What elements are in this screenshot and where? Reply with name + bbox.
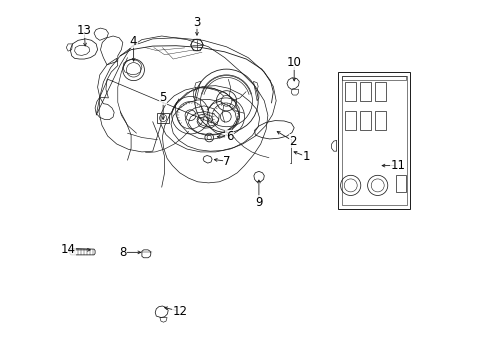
Bar: [344, 82, 355, 101]
Text: 5: 5: [159, 91, 166, 104]
Text: 12: 12: [173, 305, 187, 318]
Text: 14: 14: [61, 243, 76, 256]
Bar: [359, 82, 370, 101]
Bar: [157, 113, 168, 123]
Text: 10: 10: [286, 57, 301, 69]
Text: 4: 4: [130, 35, 137, 48]
Text: 11: 11: [390, 159, 405, 172]
Text: 1: 1: [302, 150, 309, 163]
Text: 7: 7: [223, 155, 230, 168]
Bar: [374, 111, 386, 130]
Bar: [344, 111, 355, 130]
Text: 6: 6: [225, 130, 233, 143]
Text: 3: 3: [193, 16, 200, 29]
Bar: [374, 82, 386, 101]
Bar: [359, 111, 370, 130]
Text: 13: 13: [77, 24, 92, 37]
Bar: [342, 76, 405, 80]
Bar: [337, 72, 409, 209]
Text: 9: 9: [255, 196, 262, 209]
Text: 2: 2: [289, 135, 296, 148]
Bar: [341, 76, 407, 205]
Bar: [395, 175, 406, 192]
Text: 8: 8: [119, 246, 126, 259]
